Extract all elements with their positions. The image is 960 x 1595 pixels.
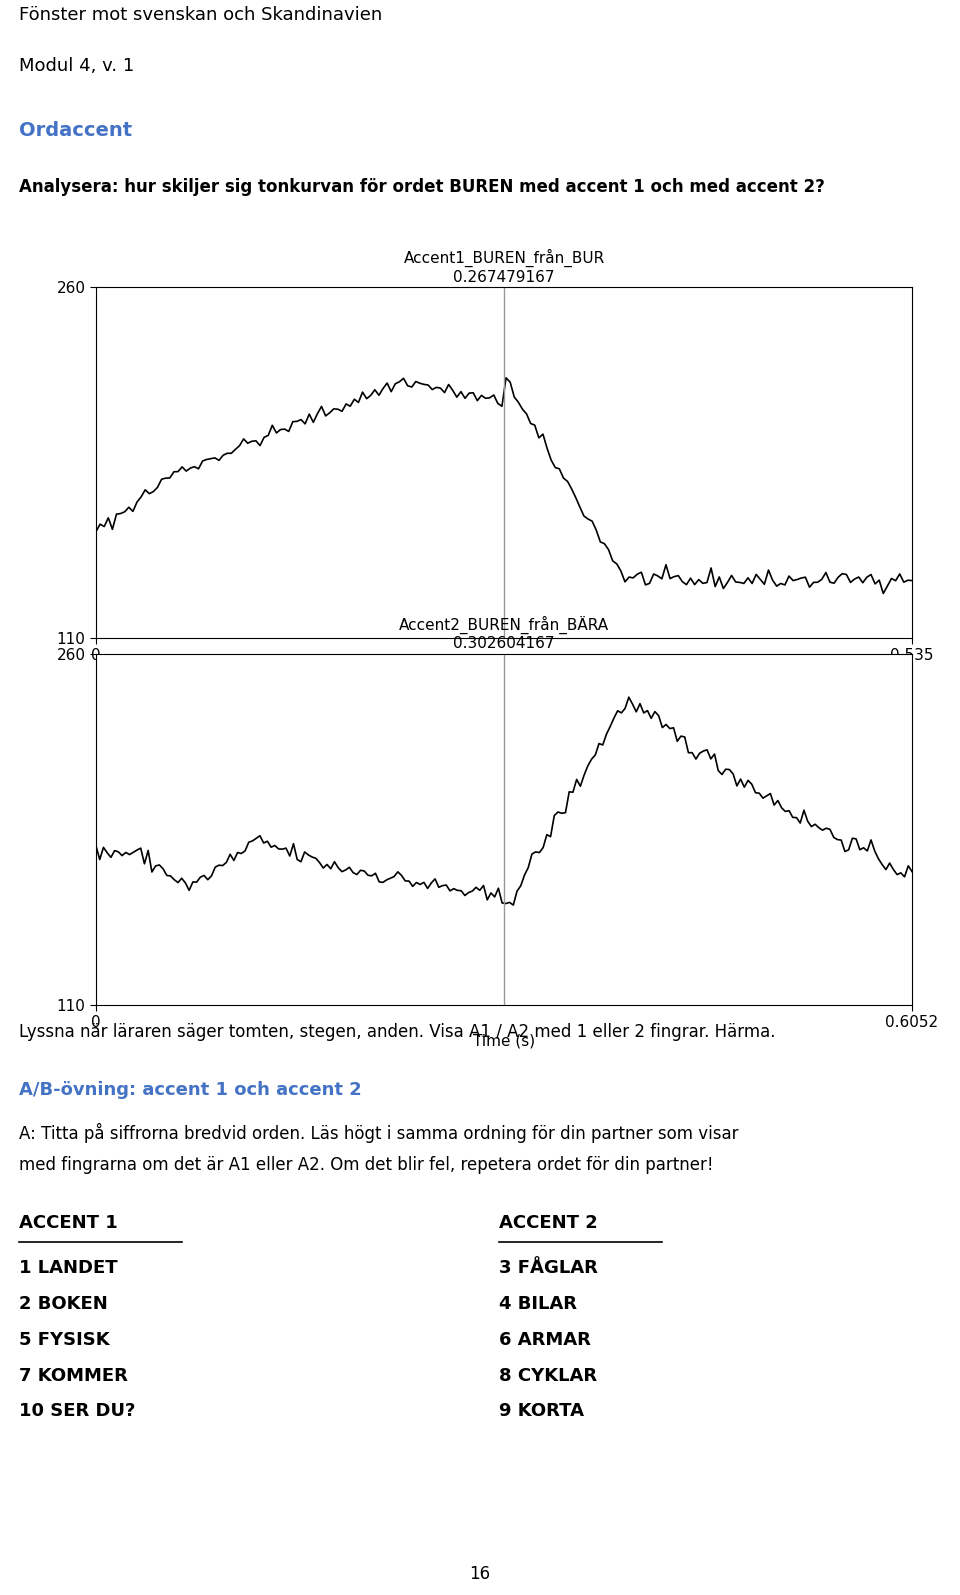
X-axis label: Time (s): Time (s) bbox=[473, 1034, 535, 1048]
Title: Accent1_BUREN_från_BUR
0.267479167: Accent1_BUREN_från_BUR 0.267479167 bbox=[403, 249, 605, 284]
Text: 6 ARMAR: 6 ARMAR bbox=[499, 1330, 591, 1349]
Text: 8 CYKLAR: 8 CYKLAR bbox=[499, 1367, 597, 1384]
Text: 16: 16 bbox=[469, 1565, 491, 1584]
Text: Fönster mot svenskan och Skandinavien: Fönster mot svenskan och Skandinavien bbox=[19, 6, 382, 24]
Text: A/B-övning: accent 1 och accent 2: A/B-övning: accent 1 och accent 2 bbox=[19, 1081, 362, 1099]
Text: 9 KORTA: 9 KORTA bbox=[499, 1402, 585, 1420]
Text: 10 SER DU?: 10 SER DU? bbox=[19, 1402, 135, 1420]
Text: ACCENT 1: ACCENT 1 bbox=[19, 1214, 118, 1231]
Text: A: Titta på siffrorna bredvid orden. Läs högt i samma ordning för din partner so: A: Titta på siffrorna bredvid orden. Läs… bbox=[19, 1123, 738, 1144]
Text: Lyssna när läraren säger tomten, stegen, anden. Visa A1 / A2 med 1 eller 2 fingr: Lyssna när läraren säger tomten, stegen,… bbox=[19, 1022, 776, 1040]
Text: 7 KOMMER: 7 KOMMER bbox=[19, 1367, 128, 1384]
Text: 4 BILAR: 4 BILAR bbox=[499, 1295, 577, 1313]
Text: med fingrarna om det är A1 eller A2. Om det blir fel, repetera ordet för din par: med fingrarna om det är A1 eller A2. Om … bbox=[19, 1156, 713, 1174]
Title: Accent2_BUREN_från_BÄRA
0.302604167: Accent2_BUREN_från_BÄRA 0.302604167 bbox=[399, 616, 609, 651]
X-axis label: Time (s): Time (s) bbox=[473, 667, 535, 681]
Text: Modul 4, v. 1: Modul 4, v. 1 bbox=[19, 57, 134, 75]
Text: Ordaccent: Ordaccent bbox=[19, 121, 132, 140]
Text: Analysera: hur skiljer sig tonkurvan för ordet BUREN med accent 1 och med accent: Analysera: hur skiljer sig tonkurvan för… bbox=[19, 179, 825, 196]
Text: ACCENT 2: ACCENT 2 bbox=[499, 1214, 598, 1231]
Text: 2 BOKEN: 2 BOKEN bbox=[19, 1295, 108, 1313]
Text: 3 FÅGLAR: 3 FÅGLAR bbox=[499, 1260, 598, 1278]
Text: 5 FYSISK: 5 FYSISK bbox=[19, 1330, 109, 1349]
Text: 1 LANDET: 1 LANDET bbox=[19, 1260, 118, 1278]
